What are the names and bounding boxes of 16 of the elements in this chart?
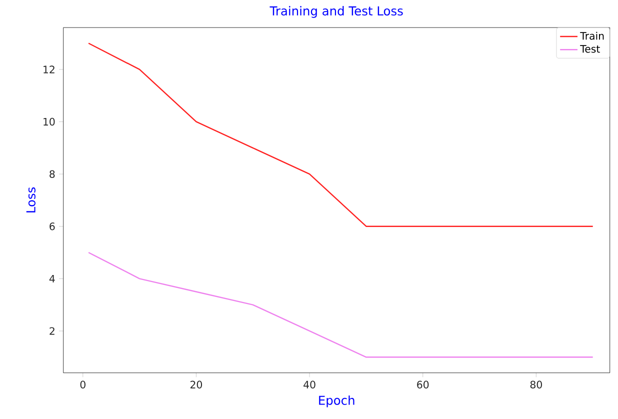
x-tick-label: 0	[80, 380, 86, 389]
x-tick-label: 60	[417, 380, 429, 389]
legend-label: Test	[580, 45, 600, 53]
y-tick-label: 2	[50, 327, 54, 335]
y-tick-label: 8	[50, 170, 55, 178]
y-tick-label: 4	[49, 275, 55, 282]
x-axis-title: Epoch	[319, 396, 354, 408]
x-tick-label: 20	[190, 380, 202, 389]
y-tick-label: 12	[44, 66, 54, 74]
chart-title: Training and Test Loss	[270, 6, 403, 18]
legend-label: Train	[580, 32, 604, 40]
y-tick-label: 10	[44, 118, 55, 126]
x-tick-label: 80	[530, 380, 542, 389]
y-tick-label: 6	[50, 222, 55, 230]
x-tick-label: 40	[304, 380, 316, 389]
y-axis-title: Loss	[26, 188, 36, 212]
